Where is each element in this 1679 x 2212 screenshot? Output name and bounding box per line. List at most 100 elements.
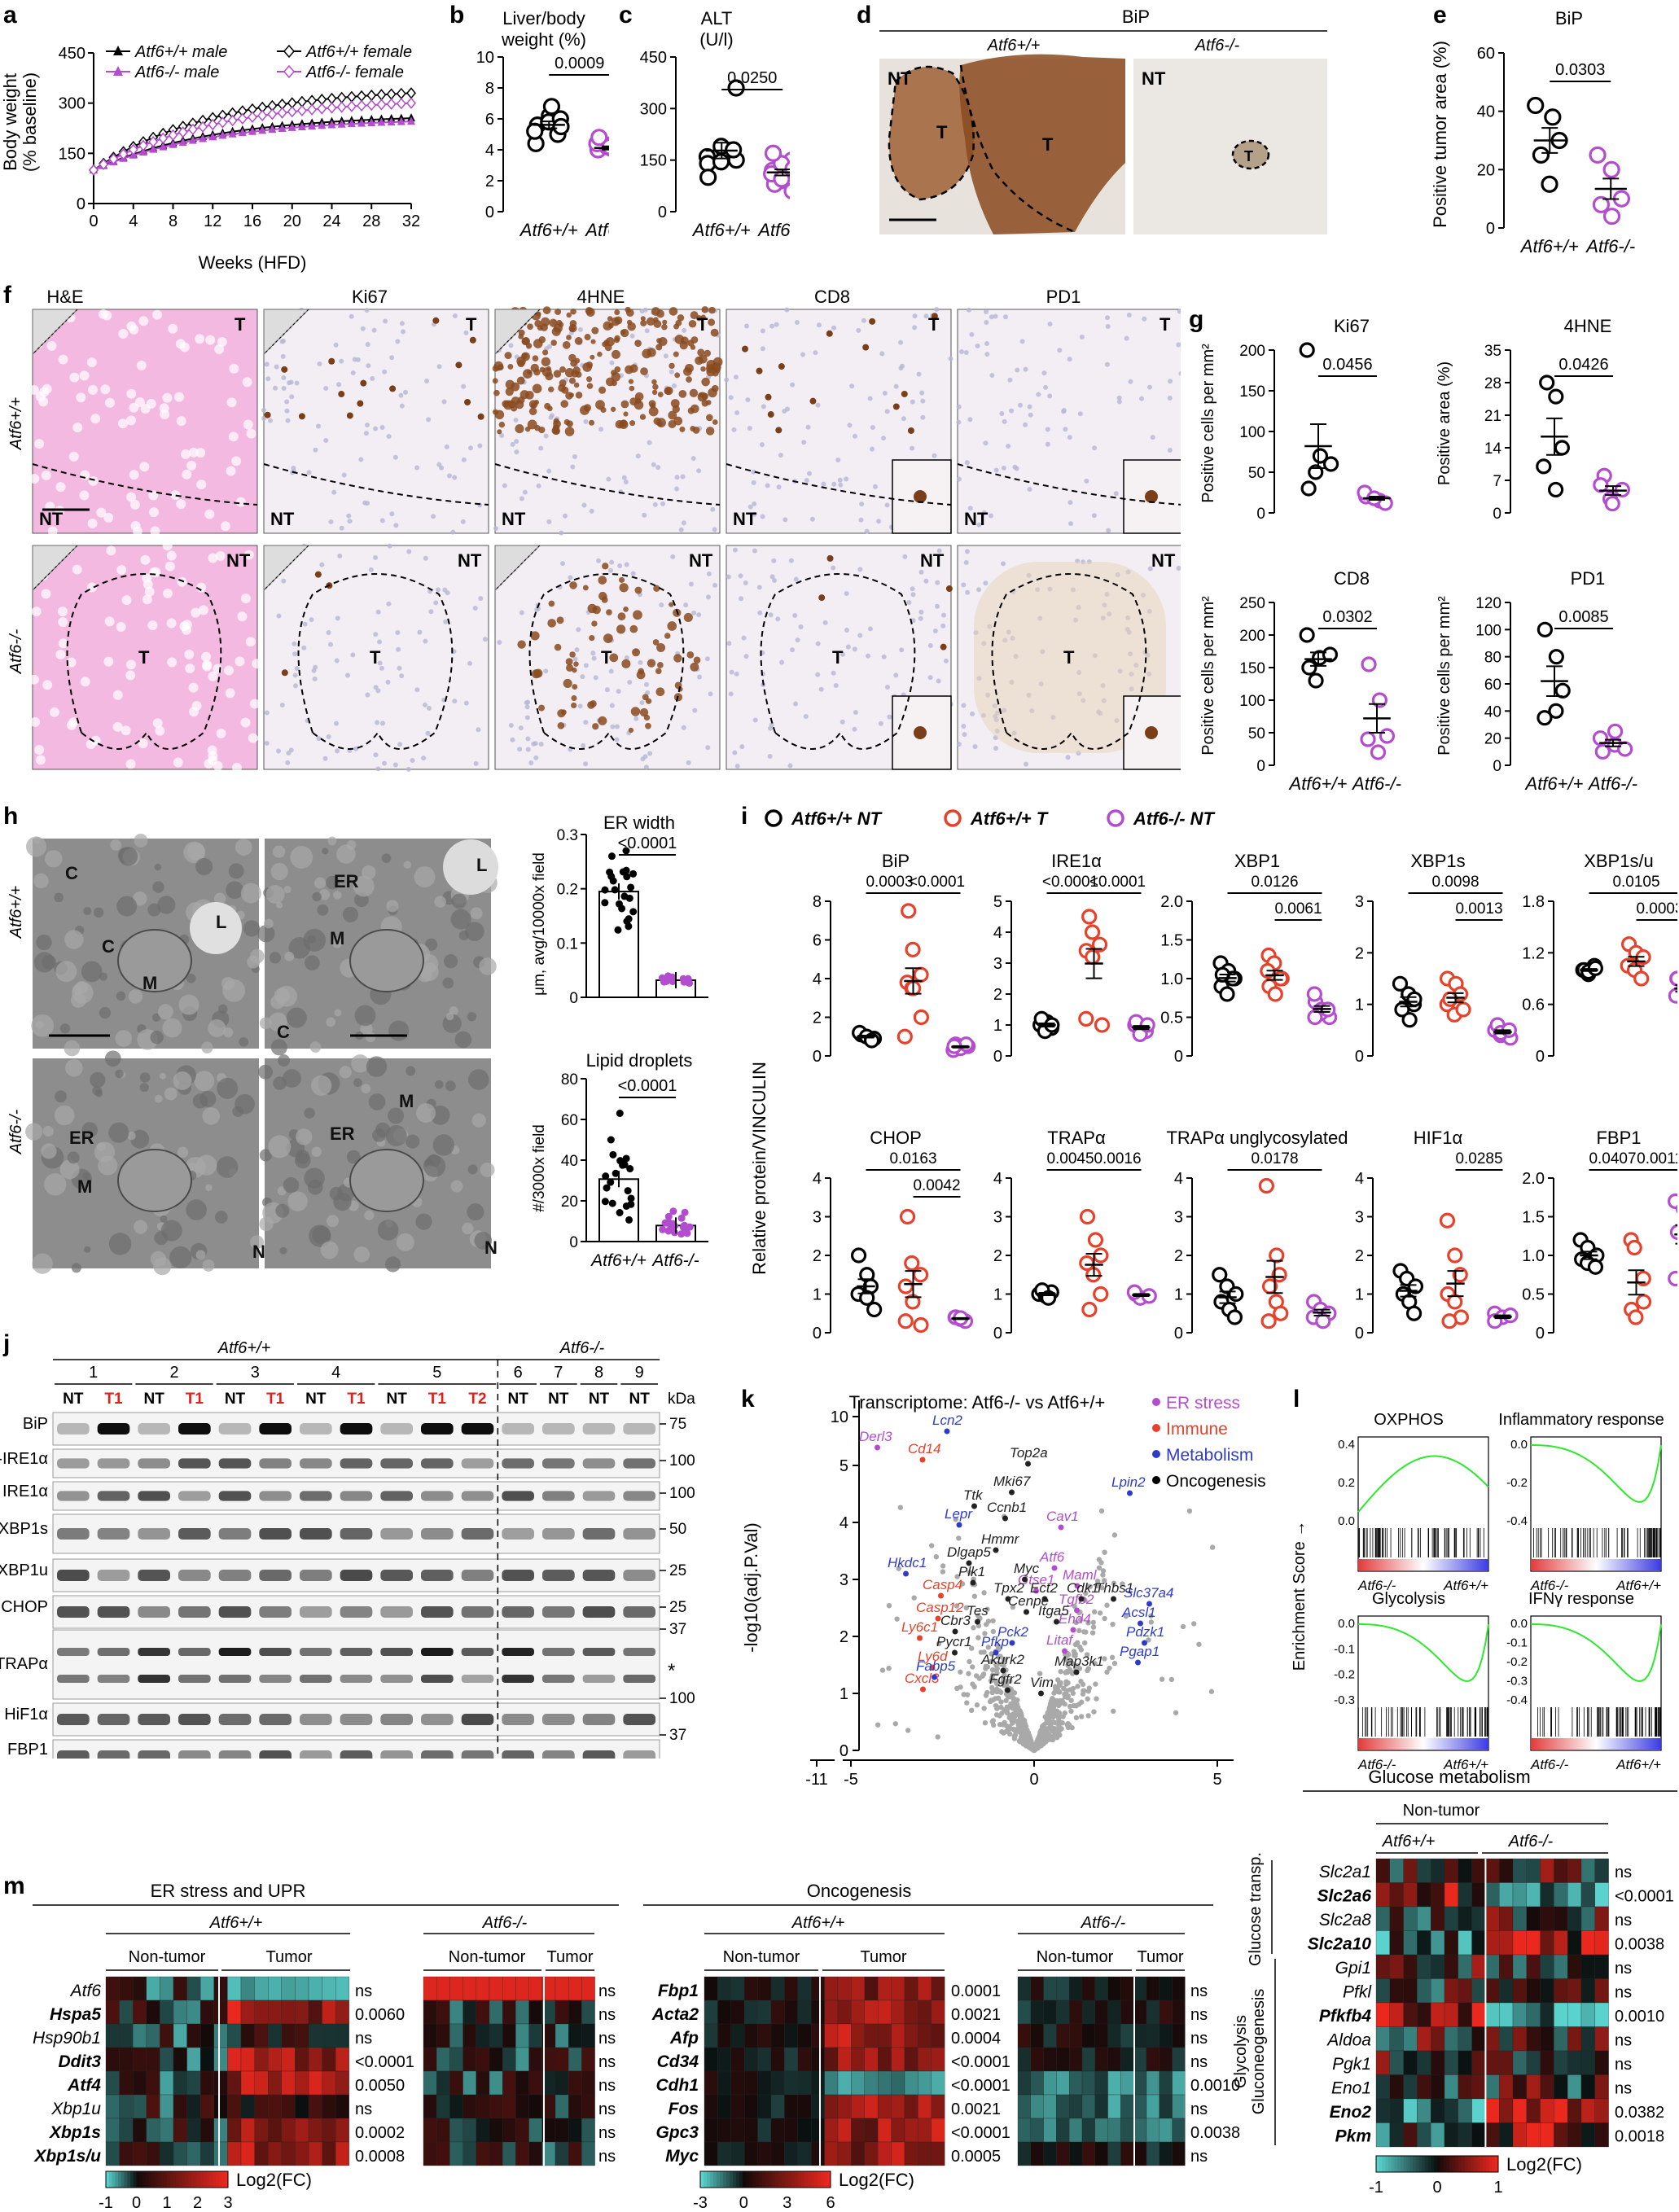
p-value: 0.0303 (1555, 61, 1605, 79)
j-band (461, 1458, 494, 1469)
data-point (1617, 741, 1633, 757)
data-point (1093, 1247, 1109, 1264)
data-point (1401, 1012, 1418, 1028)
heatmap-cell (295, 2000, 309, 2025)
j-band (461, 1423, 494, 1435)
m-onc-p: <0.0001 (951, 2077, 1010, 2095)
heatmap-cell (1389, 2002, 1404, 2027)
heatmap-cell (1554, 1882, 1568, 1908)
data-point (552, 117, 570, 136)
j-header-ko: Atf6-/- (559, 1339, 605, 1357)
heatmap-cell (864, 1976, 879, 2001)
heatmap-cell (581, 2118, 595, 2143)
heatmap-cell (476, 2141, 490, 2166)
p-value: 0.0003 (1636, 900, 1677, 918)
heatmap-cell (173, 2141, 187, 2166)
panel-label-m: m (3, 1873, 25, 1899)
m-er-p: ns (355, 1982, 372, 2000)
heatmap-cell (436, 2094, 450, 2119)
heatmap-cell (904, 2023, 918, 2048)
heatmap-cell (1146, 1976, 1160, 2001)
y-tick-label: 3 (1355, 1209, 1364, 1227)
m-onc-ko: Atf6-/- (1081, 1914, 1126, 1932)
heatmap-cell (186, 1976, 201, 2001)
heatmap-cell (784, 2000, 798, 2025)
heatmap-cell (1444, 2074, 1458, 2100)
a-point (149, 144, 158, 153)
data-point (1267, 986, 1283, 1002)
p-value: 0.0250 (727, 69, 777, 87)
d-title: BiP (1122, 7, 1150, 27)
m-scale-label: Log2(FC) (1506, 2154, 1582, 2175)
heatmap-cell (146, 2141, 160, 2166)
g-plot-title: CD8 (1334, 568, 1370, 589)
j-lane-label: NT (387, 1391, 408, 1408)
heatmap-cell (1580, 1954, 1595, 1979)
f-t-label: T (466, 314, 477, 335)
m-scale-tick: -1 (99, 2194, 113, 2212)
heatmap-cell (1580, 1978, 1595, 2004)
data-point (622, 866, 630, 874)
data-point (1548, 703, 1564, 719)
m-glu-gene: Pfkl (1343, 1983, 1372, 2002)
data-point (699, 169, 717, 186)
y-tick-label: 1 (813, 1286, 822, 1304)
l-ytick: -0.3 (1334, 1693, 1355, 1707)
data-point (609, 877, 617, 885)
j-band (502, 1714, 534, 1725)
k-gene-label: Fgfr2 (989, 1671, 1022, 1687)
p-value: 0.0011 (1637, 1150, 1677, 1167)
l-right-label: Atf6+/+ (1615, 1757, 1661, 1772)
data-point (627, 883, 635, 891)
heatmap-cell (864, 2023, 879, 2048)
heatmap-cell (1094, 2047, 1108, 2072)
heatmap-cell (837, 2094, 852, 2119)
heatmap-cell (1056, 2070, 1070, 2096)
a-point (187, 123, 198, 136)
heatmap-cell (335, 2023, 349, 2048)
p-value: 0.0098 (1431, 874, 1479, 891)
k-gene-point (971, 1503, 977, 1509)
m-onc-ko-p: ns (1190, 2006, 1208, 2024)
heatmap-cell (227, 2000, 242, 2025)
m-glu-p: ns (1615, 1984, 1632, 2002)
heatmap-cell (268, 2070, 282, 2096)
f-t-label: T (370, 647, 381, 668)
heatmap-cell (837, 2070, 852, 2096)
heatmap-cell (744, 2070, 758, 2096)
j-row-label: p-IRE1α (0, 1450, 48, 1468)
y-tick-label: 3 (813, 1209, 822, 1227)
heatmap-cell (1107, 2023, 1121, 2048)
j-kda-marker: 37 (669, 1727, 686, 1744)
heatmap-cell (1458, 1858, 1472, 1883)
a-point (278, 123, 287, 132)
heatmap-cell (1580, 1858, 1595, 1883)
heatmap-cell (227, 1976, 242, 2001)
heatmap-cell (254, 1976, 269, 2001)
heatmap-cell (1389, 2026, 1404, 2052)
h-em-label: N (252, 1242, 265, 1262)
heatmap-cell (1403, 1954, 1418, 1979)
a-xtick: 16 (243, 212, 261, 230)
heatmap-cell (200, 2023, 214, 2048)
panel-f-ihc-grid: H&E Ki67 4HNE CD8 PD1Atf6+/+Atf6-/-TNTTNTTNT… (7, 287, 1181, 773)
heatmap-cell (1444, 2002, 1458, 2027)
heatmap-cell (1017, 2070, 1031, 2096)
y-tick-label: 3 (1355, 893, 1364, 911)
j-band (502, 1423, 534, 1435)
j-band (218, 1423, 252, 1435)
heatmap-cell (1526, 1978, 1541, 2004)
heatmap-cell (502, 2047, 516, 2072)
j-band (461, 1491, 494, 1501)
heatmap-cell (717, 1976, 731, 2001)
k-gene-point (952, 1649, 958, 1656)
heatmap-cell (200, 2118, 214, 2143)
y-tick-label: 35 (1484, 343, 1501, 360)
data-point (1447, 1247, 1463, 1264)
heatmap-cell (1172, 2000, 1186, 2025)
heatmap-cell (1580, 2026, 1595, 2052)
y-tick-label: 2 (993, 1247, 1002, 1265)
j-band (542, 1423, 575, 1435)
f-column-title: CD8 (814, 287, 850, 307)
